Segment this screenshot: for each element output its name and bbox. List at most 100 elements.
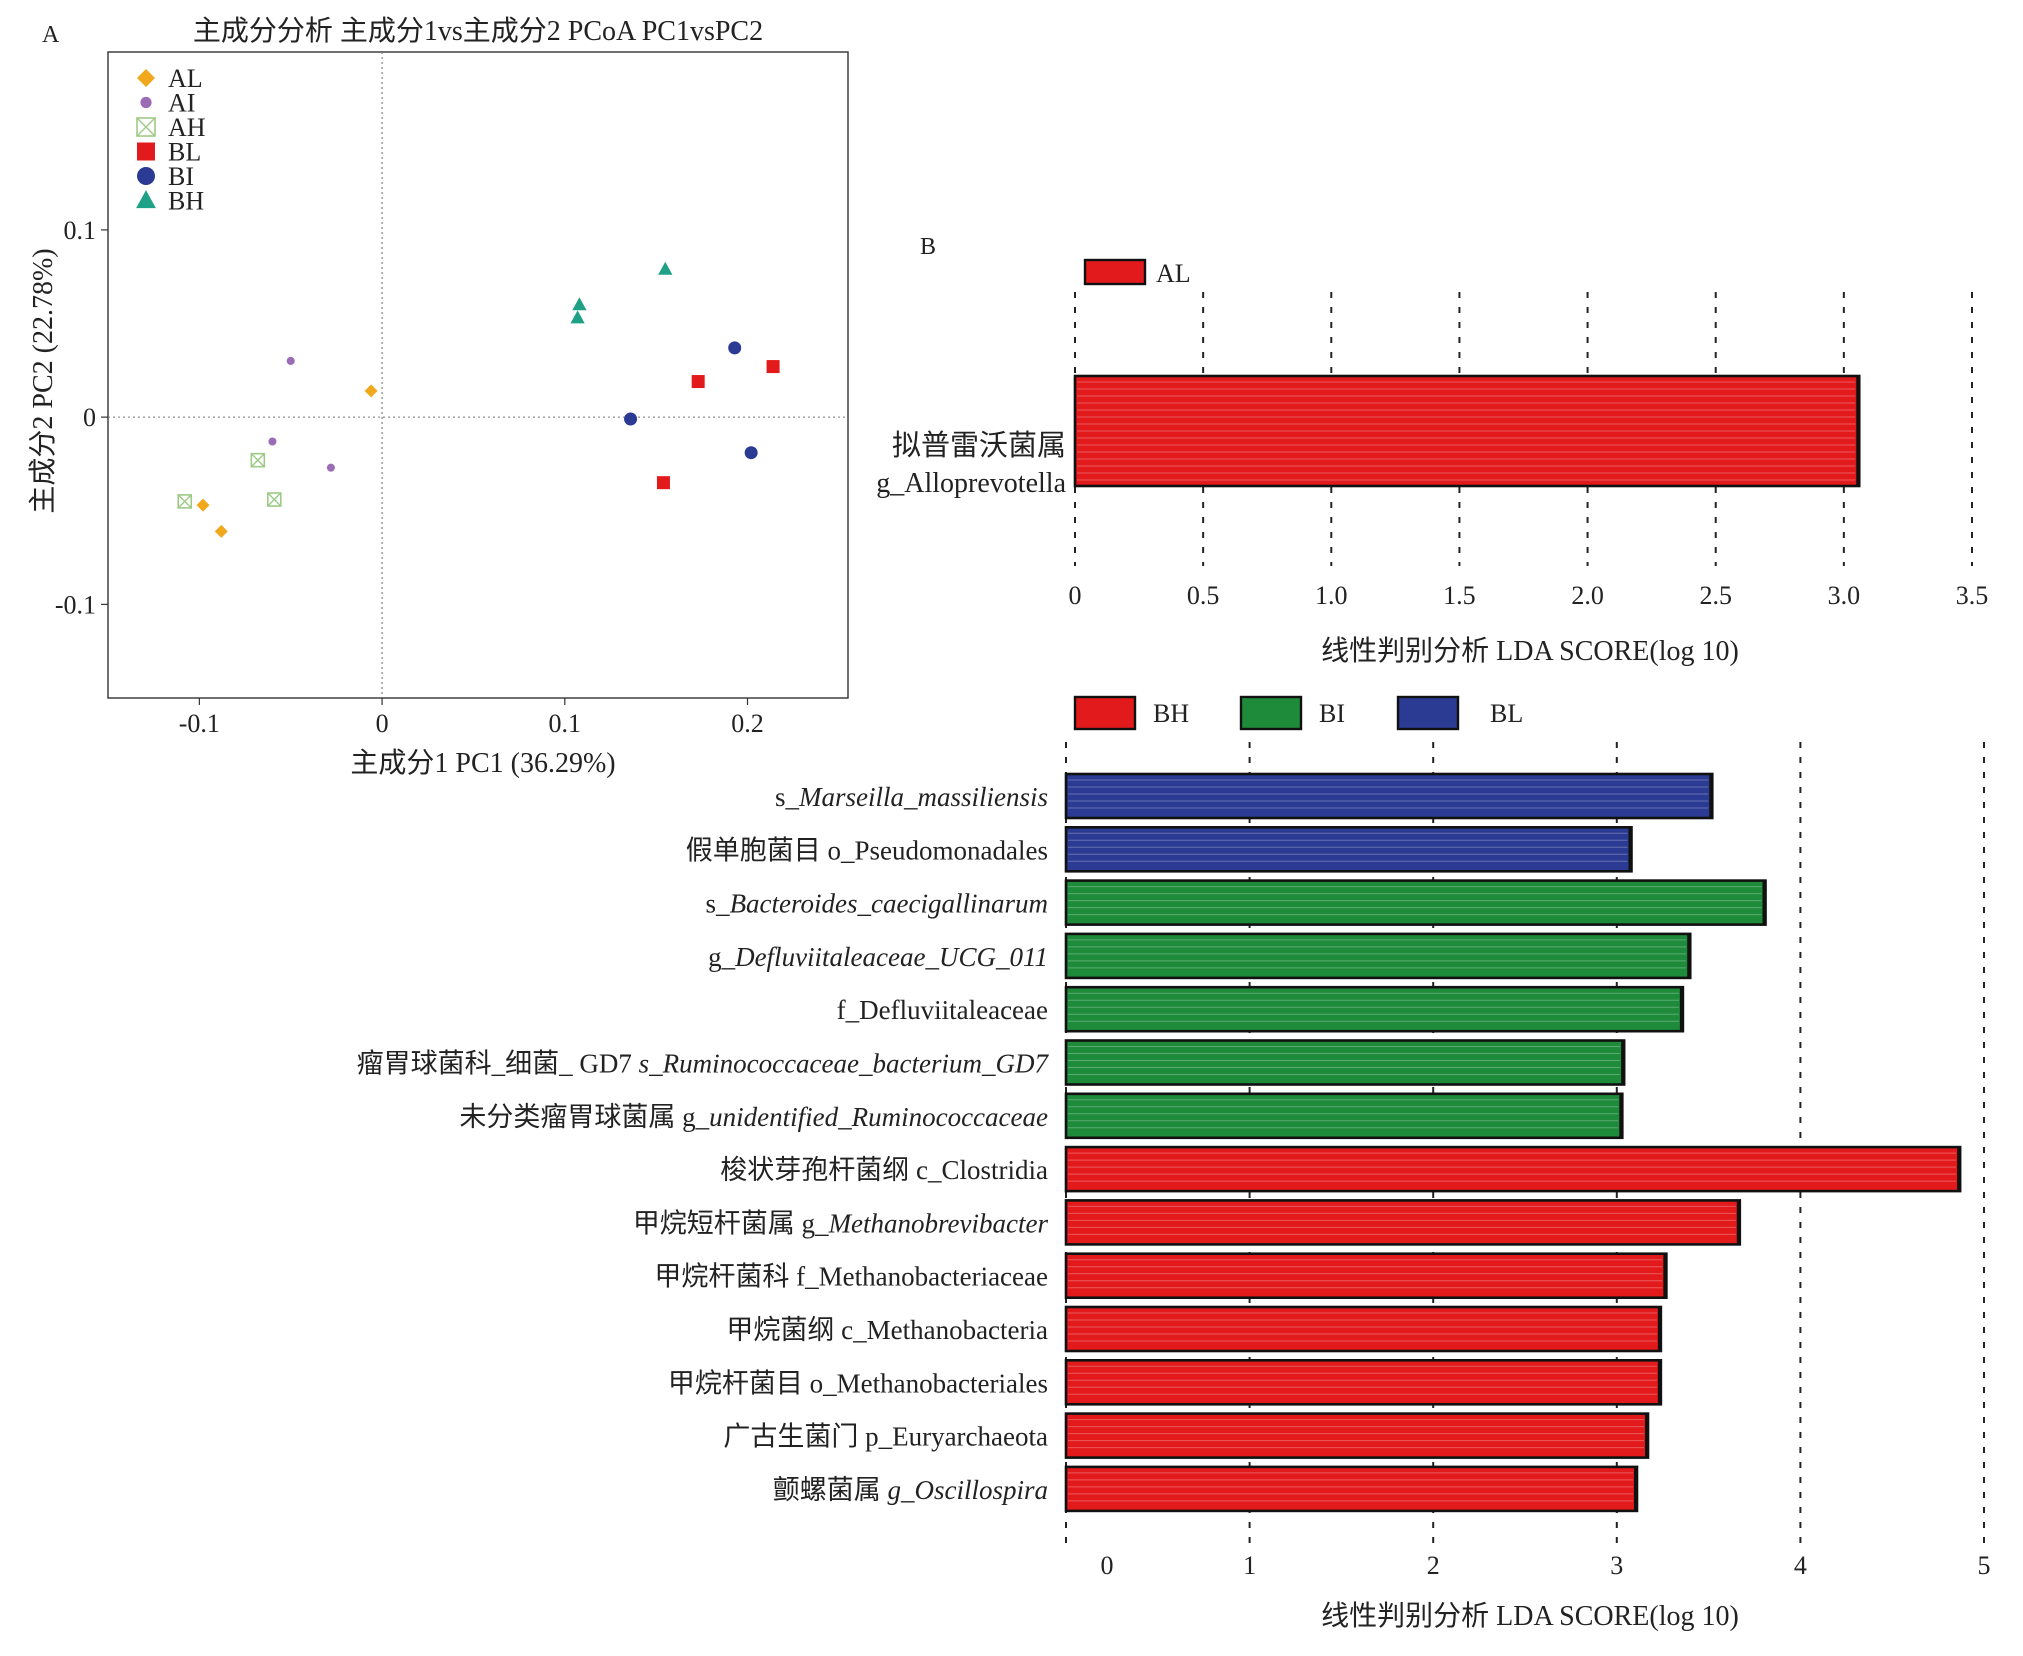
legend-swatch — [1396, 695, 1460, 731]
bar — [1064, 1359, 1663, 1406]
data-point — [214, 524, 228, 538]
legend-label: BL — [168, 138, 201, 167]
bar — [1064, 1305, 1663, 1353]
legend-label: BL — [1490, 699, 1523, 728]
data-point — [658, 261, 673, 275]
x-tick-label: 0.5 — [1187, 581, 1220, 610]
x-tick-label: 2 — [1427, 1551, 1440, 1580]
legend-label: BI — [1319, 699, 1345, 728]
bar-label: 甲烷短杆菌属 g_Methanobrevibacter — [633, 1208, 1049, 1238]
data-point — [268, 437, 277, 446]
legend-label: AI — [168, 89, 195, 118]
bar-label: 甲烷菌纲 c_Methanobacteria — [726, 1315, 1048, 1345]
data-point — [766, 360, 780, 374]
x-axis-title: 线性判别分析 LDA SCORE(log 10) — [1321, 1600, 1739, 1632]
bar-body — [1064, 1305, 1663, 1353]
x-axis-title: 主成分1 PC1 (36.29%) — [350, 747, 615, 779]
bar — [1064, 825, 1633, 873]
legend-marker — [136, 117, 156, 137]
bar — [1064, 1252, 1668, 1299]
bar-body — [1064, 1359, 1663, 1406]
bar-body — [1064, 1412, 1650, 1459]
bar-label: 广古生菌门 p_Euryarchaeota — [723, 1422, 1048, 1452]
bar-body — [1064, 772, 1714, 820]
x-tick-label: 0 — [376, 709, 389, 738]
marker-cross — [177, 494, 192, 509]
marker-cross — [267, 492, 282, 507]
x-tick-label: 0 — [1101, 1551, 1114, 1580]
bar-label: g_Defluviitaleaceae_UCG_011 — [708, 942, 1048, 972]
bar-label: f_Defluviitaleaceae — [837, 995, 1048, 1025]
data-point — [266, 492, 282, 507]
bar-body — [1064, 1039, 1626, 1086]
x-tick-label: 3.0 — [1828, 581, 1861, 610]
y-axis-title: 主成分2 PC2 (22.78%) — [27, 248, 59, 513]
data-point — [196, 498, 210, 512]
y-tick-label: 0.1 — [64, 216, 97, 245]
bar-body — [1064, 932, 1692, 980]
bar-label-latin: g_Alloprevotella — [876, 468, 1066, 499]
legend-marker — [137, 142, 155, 161]
bar — [1064, 1039, 1626, 1086]
plot-frame — [107, 51, 849, 699]
bar-body — [1064, 879, 1767, 926]
bar-label-cn: 拟普雷沃菌属 — [892, 429, 1066, 462]
data-point — [656, 476, 670, 490]
bar-label: 甲烷杆菌科 f_Methanobacteriaceae — [654, 1262, 1048, 1292]
legend-marker — [140, 96, 152, 109]
marker-cross — [250, 453, 265, 468]
bar — [1064, 1145, 1962, 1193]
legend-marker — [137, 167, 155, 185]
lda-bar-panel-b-groups: BH BI BL 0 1 2 3 4 5 线性判别分析 LDA SCORE(log 10) s_Ma… — [357, 695, 1991, 1632]
data-point — [286, 356, 295, 365]
legend-label: AL — [168, 64, 203, 93]
x-tick-label: 0.1 — [549, 709, 582, 738]
marker-box — [266, 492, 282, 507]
bar-label: 颤螺菌属 g_Oscillospira — [773, 1475, 1048, 1505]
legend-marker — [136, 190, 156, 209]
x-tick-label: 1 — [1243, 1551, 1256, 1580]
bar-body — [1064, 1145, 1962, 1193]
legend-swatch — [1083, 258, 1147, 286]
legend-swatch — [1073, 695, 1137, 731]
panel-label-a: A — [42, 22, 60, 48]
data-point — [326, 463, 335, 472]
x-tick-label: 0 — [1069, 581, 1082, 610]
bar-body — [1073, 374, 1861, 488]
y-tick-label: -0.1 — [55, 590, 96, 619]
data-point — [250, 452, 266, 468]
lda-bar-panel-al: B AL 0 0.5 1.0 1.5 2.0 2.5 3.0 3.5 线性判别分析 LDA SCOR… — [876, 234, 1988, 667]
data-point — [691, 375, 705, 389]
bar — [1064, 932, 1692, 980]
data-point — [744, 446, 758, 460]
bar-label: 瘤胃球菌科_细菌_ GD7 s_Ruminococcaceae_bacteriu… — [357, 1049, 1050, 1079]
bar — [1073, 374, 1861, 488]
bar-label: s_Bacteroides_caecigallinarum — [706, 889, 1048, 919]
bar-body — [1064, 1199, 1742, 1246]
bar-label: 甲烷杆菌目 o_Methanobacteriales — [668, 1368, 1048, 1398]
legend-marker — [137, 69, 155, 87]
marker-box — [136, 117, 156, 137]
marker-box — [250, 452, 266, 468]
legend-label: AH — [168, 113, 206, 142]
x-axis-title: 线性判别分析 LDA SCORE(log 10) — [1321, 635, 1739, 667]
bar — [1064, 772, 1714, 820]
pcoa-scatter-panel: A 主成分分析 主成分1vs主成分2 PCoA PC1vsPC2 -0.1 0 0.1 0… — [27, 15, 849, 779]
panel-label-b: B — [920, 234, 936, 260]
data-point — [624, 412, 638, 426]
marker-box — [177, 494, 193, 509]
bar-body — [1064, 825, 1633, 873]
x-tick-label: 3 — [1610, 1551, 1623, 1580]
legend-swatch — [1239, 695, 1303, 731]
bar — [1064, 1092, 1624, 1140]
bar — [1064, 1465, 1639, 1513]
bar-label: 未分类瘤胃球菌属 g_unidentified_Ruminococcaceae — [459, 1102, 1048, 1132]
bar-body — [1064, 1465, 1639, 1513]
data-point — [572, 297, 587, 311]
bar — [1064, 985, 1685, 1033]
bar-body — [1064, 1092, 1624, 1140]
y-tick-label: 0 — [83, 403, 96, 432]
bar-body — [1064, 1252, 1668, 1299]
bar-label: 梭状芽孢杆菌纲 c_Clostridia — [720, 1155, 1048, 1185]
